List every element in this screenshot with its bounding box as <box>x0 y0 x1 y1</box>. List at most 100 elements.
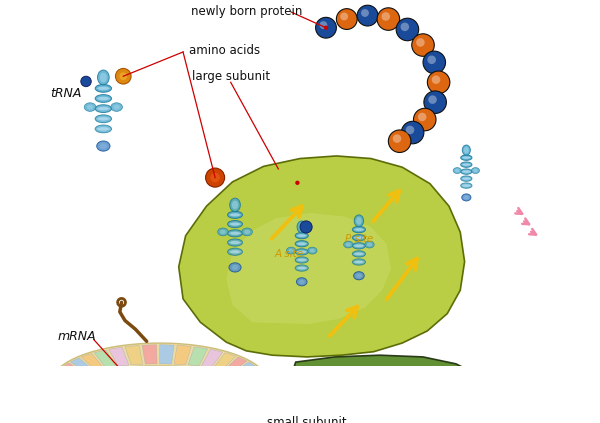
Ellipse shape <box>97 141 110 151</box>
Ellipse shape <box>463 157 470 159</box>
Ellipse shape <box>463 184 470 187</box>
Text: A site: A site <box>275 249 304 259</box>
Ellipse shape <box>346 243 351 247</box>
Circle shape <box>412 34 434 56</box>
Ellipse shape <box>296 251 307 253</box>
Polygon shape <box>241 387 263 397</box>
Circle shape <box>316 17 337 38</box>
Circle shape <box>115 69 131 84</box>
Ellipse shape <box>98 127 109 131</box>
Ellipse shape <box>298 234 306 237</box>
Polygon shape <box>81 354 104 370</box>
Ellipse shape <box>298 242 306 245</box>
Ellipse shape <box>461 183 472 188</box>
Polygon shape <box>240 368 262 378</box>
Circle shape <box>413 108 436 131</box>
Ellipse shape <box>229 250 241 253</box>
Ellipse shape <box>352 226 365 233</box>
Ellipse shape <box>461 185 471 187</box>
Ellipse shape <box>230 241 240 244</box>
Polygon shape <box>57 388 80 398</box>
Ellipse shape <box>220 230 226 234</box>
Ellipse shape <box>463 170 470 173</box>
Ellipse shape <box>461 155 472 160</box>
Ellipse shape <box>95 85 112 92</box>
Polygon shape <box>214 353 236 370</box>
Ellipse shape <box>97 107 110 110</box>
Polygon shape <box>128 401 145 420</box>
Ellipse shape <box>98 107 109 110</box>
Ellipse shape <box>297 221 307 233</box>
Polygon shape <box>202 349 223 368</box>
Ellipse shape <box>87 105 93 110</box>
Polygon shape <box>72 394 95 409</box>
Polygon shape <box>64 391 86 404</box>
Polygon shape <box>83 396 106 413</box>
Circle shape <box>377 8 400 30</box>
Ellipse shape <box>286 247 296 254</box>
Circle shape <box>140 381 145 385</box>
Circle shape <box>361 9 369 17</box>
Polygon shape <box>56 368 79 378</box>
Ellipse shape <box>232 201 238 209</box>
Circle shape <box>406 126 415 134</box>
Ellipse shape <box>453 168 461 173</box>
Circle shape <box>396 18 419 41</box>
Circle shape <box>418 113 427 121</box>
Ellipse shape <box>355 236 363 239</box>
Circle shape <box>340 13 348 20</box>
Ellipse shape <box>463 145 470 155</box>
Polygon shape <box>52 343 268 423</box>
Ellipse shape <box>113 105 120 110</box>
Ellipse shape <box>230 213 240 217</box>
Ellipse shape <box>352 251 365 257</box>
Ellipse shape <box>97 118 110 120</box>
Polygon shape <box>226 213 391 324</box>
Circle shape <box>382 12 390 21</box>
Polygon shape <box>176 401 194 420</box>
Circle shape <box>427 71 450 93</box>
Circle shape <box>319 21 328 29</box>
Ellipse shape <box>461 176 472 181</box>
Ellipse shape <box>344 241 353 248</box>
Polygon shape <box>74 365 245 400</box>
Ellipse shape <box>464 147 469 154</box>
Ellipse shape <box>230 250 240 253</box>
Ellipse shape <box>299 280 305 284</box>
Circle shape <box>119 72 127 80</box>
Ellipse shape <box>298 258 306 261</box>
Polygon shape <box>203 398 225 416</box>
Ellipse shape <box>229 214 241 216</box>
Ellipse shape <box>100 73 107 82</box>
Ellipse shape <box>462 194 471 201</box>
Ellipse shape <box>232 265 238 270</box>
Polygon shape <box>94 350 116 368</box>
Circle shape <box>211 173 220 182</box>
Circle shape <box>391 420 396 423</box>
Ellipse shape <box>461 169 472 174</box>
Polygon shape <box>53 381 73 386</box>
Circle shape <box>393 135 401 143</box>
Polygon shape <box>162 402 177 421</box>
Ellipse shape <box>365 241 374 248</box>
Polygon shape <box>62 363 85 375</box>
Ellipse shape <box>355 244 363 247</box>
Ellipse shape <box>98 117 109 121</box>
Ellipse shape <box>295 257 308 263</box>
Ellipse shape <box>229 263 241 272</box>
Polygon shape <box>247 380 266 385</box>
Ellipse shape <box>461 157 471 159</box>
Ellipse shape <box>97 97 110 100</box>
Ellipse shape <box>463 163 470 166</box>
Ellipse shape <box>298 266 306 269</box>
Ellipse shape <box>353 244 364 247</box>
Ellipse shape <box>461 162 472 168</box>
Circle shape <box>300 221 312 233</box>
Ellipse shape <box>230 231 240 235</box>
Circle shape <box>401 121 424 144</box>
Ellipse shape <box>289 249 293 253</box>
Ellipse shape <box>111 103 122 111</box>
Text: mRNA: mRNA <box>57 330 96 343</box>
Ellipse shape <box>296 259 307 261</box>
Ellipse shape <box>308 247 317 254</box>
